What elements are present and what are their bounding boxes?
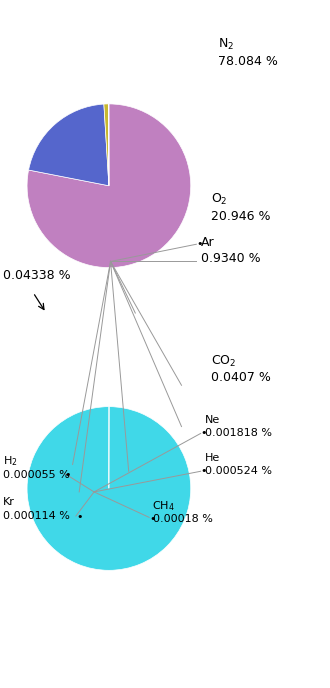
Wedge shape <box>27 407 191 570</box>
Text: •: • <box>196 239 203 249</box>
Wedge shape <box>27 104 191 268</box>
Text: Kr: Kr <box>3 497 15 507</box>
Text: •: • <box>201 466 207 476</box>
Text: 20.946 %: 20.946 % <box>211 211 271 223</box>
Text: Ne: Ne <box>205 415 220 424</box>
Text: •: • <box>76 513 82 522</box>
Text: 0.9340 %: 0.9340 % <box>201 252 261 265</box>
Text: •: • <box>201 429 207 438</box>
Text: 0.0407 %: 0.0407 % <box>211 372 271 384</box>
Text: He: He <box>205 453 220 462</box>
Text: CH$_4$: CH$_4$ <box>152 499 175 513</box>
Wedge shape <box>104 104 109 186</box>
Text: CO$_2$: CO$_2$ <box>211 354 237 369</box>
Text: 0.04338 %: 0.04338 % <box>3 269 71 281</box>
Wedge shape <box>29 104 109 186</box>
Text: 0.001818 %: 0.001818 % <box>205 429 272 438</box>
Text: H$_2$: H$_2$ <box>3 454 18 468</box>
Text: 0.000114 %: 0.000114 % <box>3 511 70 521</box>
Text: N$_2$: N$_2$ <box>218 37 234 52</box>
Text: •: • <box>64 470 71 480</box>
Text: 0.000524 %: 0.000524 % <box>205 466 272 476</box>
Text: O$_2$: O$_2$ <box>211 192 228 207</box>
Text: 0.000055 %: 0.000055 % <box>3 470 70 480</box>
Text: 0.00018 %: 0.00018 % <box>153 515 213 524</box>
Text: •: • <box>149 515 156 524</box>
Text: 78.084 %: 78.084 % <box>218 56 278 68</box>
Text: Ar: Ar <box>201 236 215 248</box>
